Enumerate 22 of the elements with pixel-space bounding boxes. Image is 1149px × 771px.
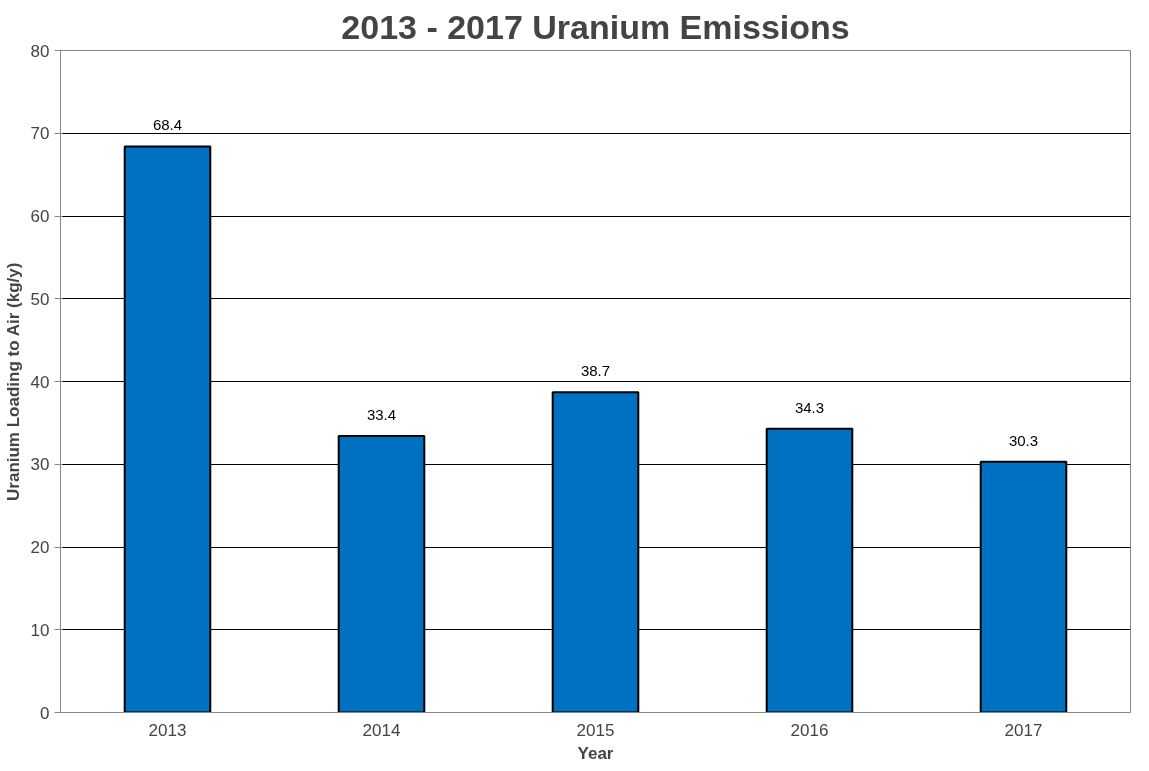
y-tick-label: 70 (30, 124, 50, 144)
x-axis-title: Year (577, 743, 614, 763)
y-tick-label: 50 (30, 289, 50, 309)
y-tick-label: 0 (40, 703, 50, 723)
x-tick-label: 2016 (790, 720, 829, 740)
y-tick-label: 40 (30, 372, 50, 392)
data-label: 33.4 (366, 406, 397, 424)
y-axis-title: Uranium Loading to Air (kg/y) (3, 262, 23, 501)
y-tick-label: 10 (30, 620, 50, 640)
x-tick-label: 2013 (148, 720, 187, 740)
y-tick-label: 80 (30, 41, 50, 61)
y-tick-label: 60 (30, 207, 50, 226)
y-tick-label: 30 (30, 455, 50, 475)
data-label: 30.3 (1008, 431, 1039, 449)
data-label: 38.7 (580, 362, 611, 380)
data-label: 34.3 (794, 398, 825, 416)
y-tick-label: 20 (30, 538, 50, 557)
x-tick-label: 2015 (576, 720, 615, 740)
x-tick-label: 2014 (362, 720, 401, 740)
chart-title: 2013 - 2017 Uranium Emissions (341, 7, 850, 46)
data-label: 68.4 (152, 116, 183, 134)
x-tick-label: 2017 (1004, 720, 1043, 740)
